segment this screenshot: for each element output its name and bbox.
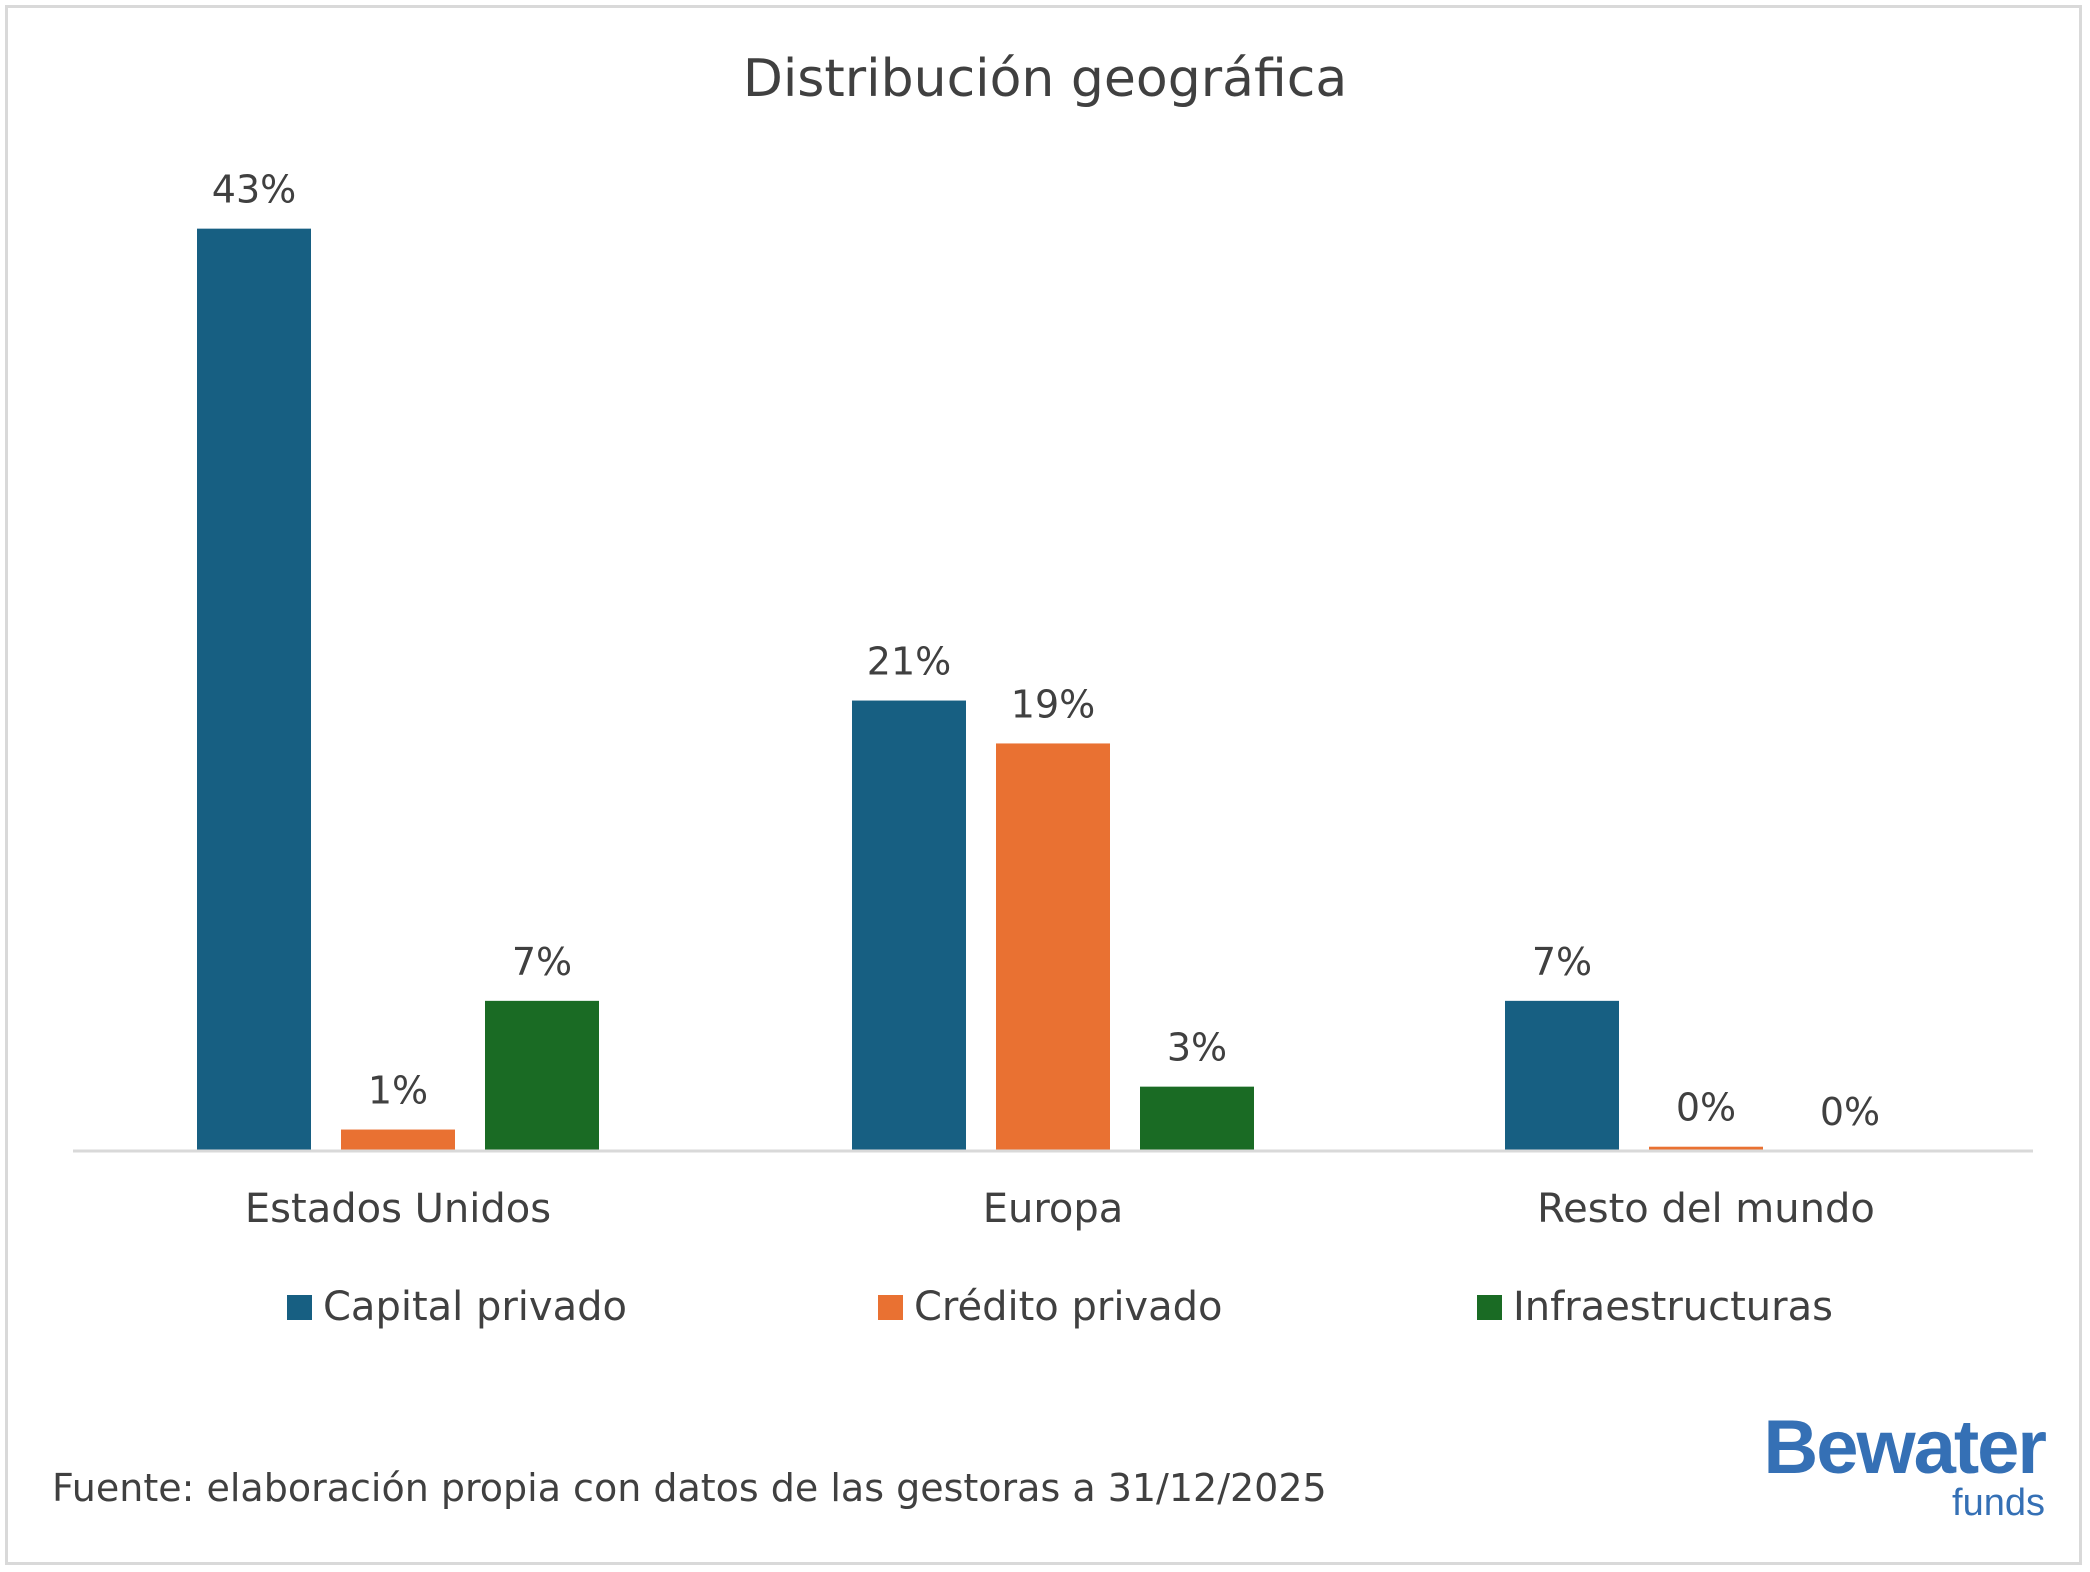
bar xyxy=(996,743,1110,1151)
data-label: 1% xyxy=(368,1069,428,1113)
category-label: Resto del mundo xyxy=(1537,1186,1875,1232)
data-label: 0% xyxy=(1820,1090,1880,1134)
chart-title: Distribución geográfica xyxy=(743,49,1347,109)
bewater-funds-logo: Bewater funds xyxy=(1735,1405,2047,1524)
data-label: 0% xyxy=(1676,1086,1736,1130)
legend-label: Infraestructuras xyxy=(1513,1284,1833,1330)
legend-swatch xyxy=(1477,1295,1502,1320)
category-label: Estados Unidos xyxy=(245,1186,551,1232)
logo-sub: funds xyxy=(1952,1482,2045,1524)
data-label: 19% xyxy=(1011,682,1095,726)
category-label: Europa xyxy=(983,1186,1124,1232)
bar xyxy=(1649,1146,1763,1151)
data-label: 7% xyxy=(1532,940,1592,984)
legend-swatch xyxy=(287,1295,312,1320)
legend-label: Capital privado xyxy=(323,1284,627,1330)
bar xyxy=(1505,1000,1619,1151)
source-footnote: Fuente: elaboración propia con datos de … xyxy=(52,1466,1327,1510)
bar xyxy=(197,228,311,1151)
data-label: 21% xyxy=(867,640,951,684)
logo-name: Bewater xyxy=(1763,1405,2047,1490)
legend-label: Crédito privado xyxy=(914,1284,1222,1330)
data-label: 3% xyxy=(1167,1026,1227,1070)
data-label: 7% xyxy=(512,940,572,984)
bar xyxy=(485,1000,599,1151)
chart-frame xyxy=(5,5,2082,1565)
bar xyxy=(341,1129,455,1151)
bar xyxy=(852,700,966,1151)
data-label: 43% xyxy=(212,168,296,212)
legend-swatch xyxy=(878,1295,903,1320)
bar xyxy=(1140,1086,1254,1151)
